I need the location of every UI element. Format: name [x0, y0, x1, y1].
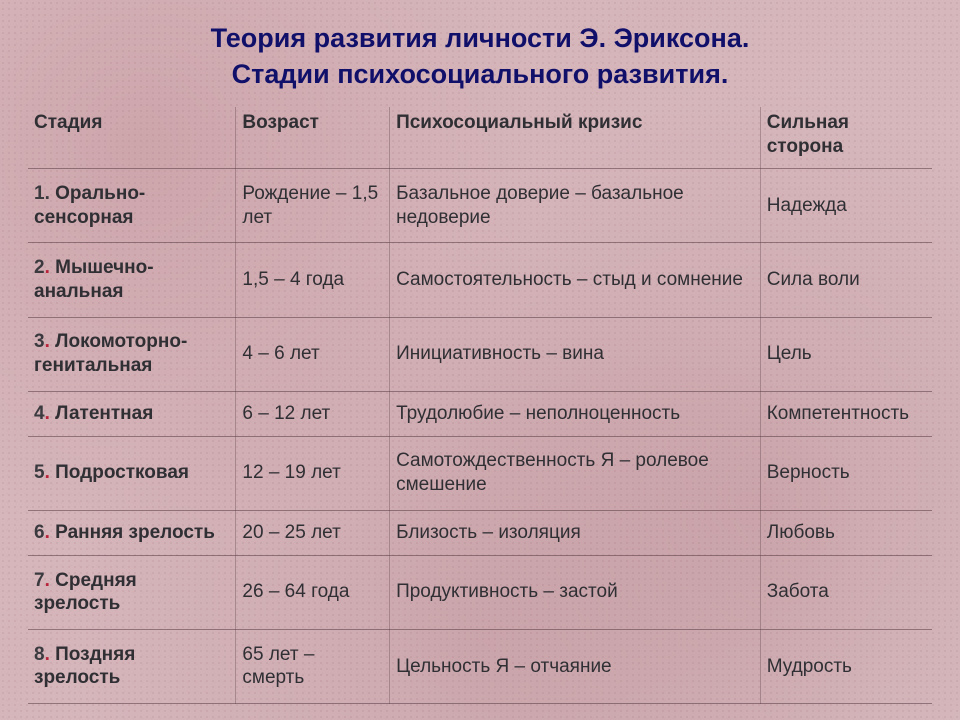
cell-strength: Забота: [760, 555, 932, 629]
stage-number: 7: [34, 570, 45, 591]
col-age: Возраст: [236, 107, 390, 169]
stage-number: 8: [34, 644, 45, 665]
cell-age: Рождение – 1,5 лет: [236, 169, 390, 243]
cell-crisis: Самотождественность Я – ролевое смешение: [390, 436, 761, 510]
cell-stage: 8. Поздняя зрелость: [28, 629, 236, 703]
cell-crisis: Базальное доверие – базальное недоверие: [390, 169, 761, 243]
cell-stage: 3. Локомоторно-генитальная: [28, 317, 236, 391]
cell-age: 12 – 19 лет: [236, 436, 390, 510]
cell-age: 1,5 – 4 года: [236, 243, 390, 317]
cell-strength: Любовь: [760, 510, 932, 555]
table-row: 6. Ранняя зрелость20 – 25 летБлизость – …: [28, 510, 932, 555]
table-row: 3. Локомоторно-генитальная4 – 6 летИници…: [28, 317, 932, 391]
cell-age: 65 лет – смерть: [236, 629, 390, 703]
cell-crisis: Продуктивность – застой: [390, 555, 761, 629]
table-body: 1. Орально-сенсорнаяРождение – 1,5 летБа…: [28, 169, 932, 704]
cell-stage: 7. Средняя зрелость: [28, 555, 236, 629]
cell-strength: Мудрость: [760, 629, 932, 703]
stage-number: 2: [34, 257, 45, 278]
cell-stage: 6. Ранняя зрелость: [28, 510, 236, 555]
col-crisis: Психосоциальный кризис: [390, 107, 761, 169]
cell-stage: 2. Мышечно-анальная: [28, 243, 236, 317]
cell-age: 26 – 64 года: [236, 555, 390, 629]
stage-dot: .: [45, 522, 56, 543]
stage-number: 5: [34, 462, 45, 483]
col-strength: Сильная сторона: [760, 107, 932, 169]
stage-dot: .: [45, 331, 56, 352]
stage-name: Локомоторно-генитальная: [34, 331, 187, 376]
stage-dot: .: [45, 570, 56, 591]
cell-strength: Цель: [760, 317, 932, 391]
slide-container: Теория развития личности Э. Эриксона. Ст…: [0, 0, 960, 720]
cell-stage: 4. Латентная: [28, 391, 236, 436]
stage-dot: .: [45, 183, 56, 204]
stage-dot: .: [45, 462, 56, 483]
cell-stage: 5. Подростковая: [28, 436, 236, 510]
table-row: 8. Поздняя зрелость65 лет – смертьЦельно…: [28, 629, 932, 703]
cell-age: 6 – 12 лет: [236, 391, 390, 436]
stage-name: Ранняя зрелость: [55, 522, 215, 543]
cell-strength: Компетентность: [760, 391, 932, 436]
table-row: 4. Латентная6 – 12 летТрудолюбие – непол…: [28, 391, 932, 436]
stage-number: 1: [34, 183, 45, 204]
stage-number: 6: [34, 522, 45, 543]
stages-table: Стадия Возраст Психосоциальный кризис Си…: [28, 107, 932, 704]
stage-name: Латентная: [55, 403, 153, 424]
stage-number: 4: [34, 403, 45, 424]
stage-name: Подростковая: [55, 462, 189, 483]
cell-age: 4 – 6 лет: [236, 317, 390, 391]
slide-title: Теория развития личности Э. Эриксона. Ст…: [28, 20, 932, 93]
cell-crisis: Близость – изоляция: [390, 510, 761, 555]
cell-strength: Сила воли: [760, 243, 932, 317]
cell-crisis: Цельность Я – отчаяние: [390, 629, 761, 703]
table-header-row: Стадия Возраст Психосоциальный кризис Си…: [28, 107, 932, 169]
cell-stage: 1. Орально-сенсорная: [28, 169, 236, 243]
cell-crisis: Самостоятельность – стыд и сомнение: [390, 243, 761, 317]
stage-dot: .: [45, 403, 56, 424]
col-stage: Стадия: [28, 107, 236, 169]
table-row: 2. Мышечно-анальная1,5 – 4 годаСамостоят…: [28, 243, 932, 317]
cell-crisis: Инициативность – вина: [390, 317, 761, 391]
cell-age: 20 – 25 лет: [236, 510, 390, 555]
title-line-1: Теория развития личности Э. Эриксона.: [211, 23, 750, 53]
stage-dot: .: [45, 644, 56, 665]
cell-crisis: Трудолюбие – неполноценность: [390, 391, 761, 436]
table-row: 5. Подростковая12 – 19 летСамотождествен…: [28, 436, 932, 510]
title-line-2: Стадии психосоциального развития.: [232, 59, 729, 89]
stage-dot: .: [45, 257, 56, 278]
stage-number: 3: [34, 331, 45, 352]
cell-strength: Верность: [760, 436, 932, 510]
table-row: 7. Средняя зрелость26 – 64 годаПродуктив…: [28, 555, 932, 629]
cell-strength: Надежда: [760, 169, 932, 243]
table-row: 1. Орально-сенсорнаяРождение – 1,5 летБа…: [28, 169, 932, 243]
